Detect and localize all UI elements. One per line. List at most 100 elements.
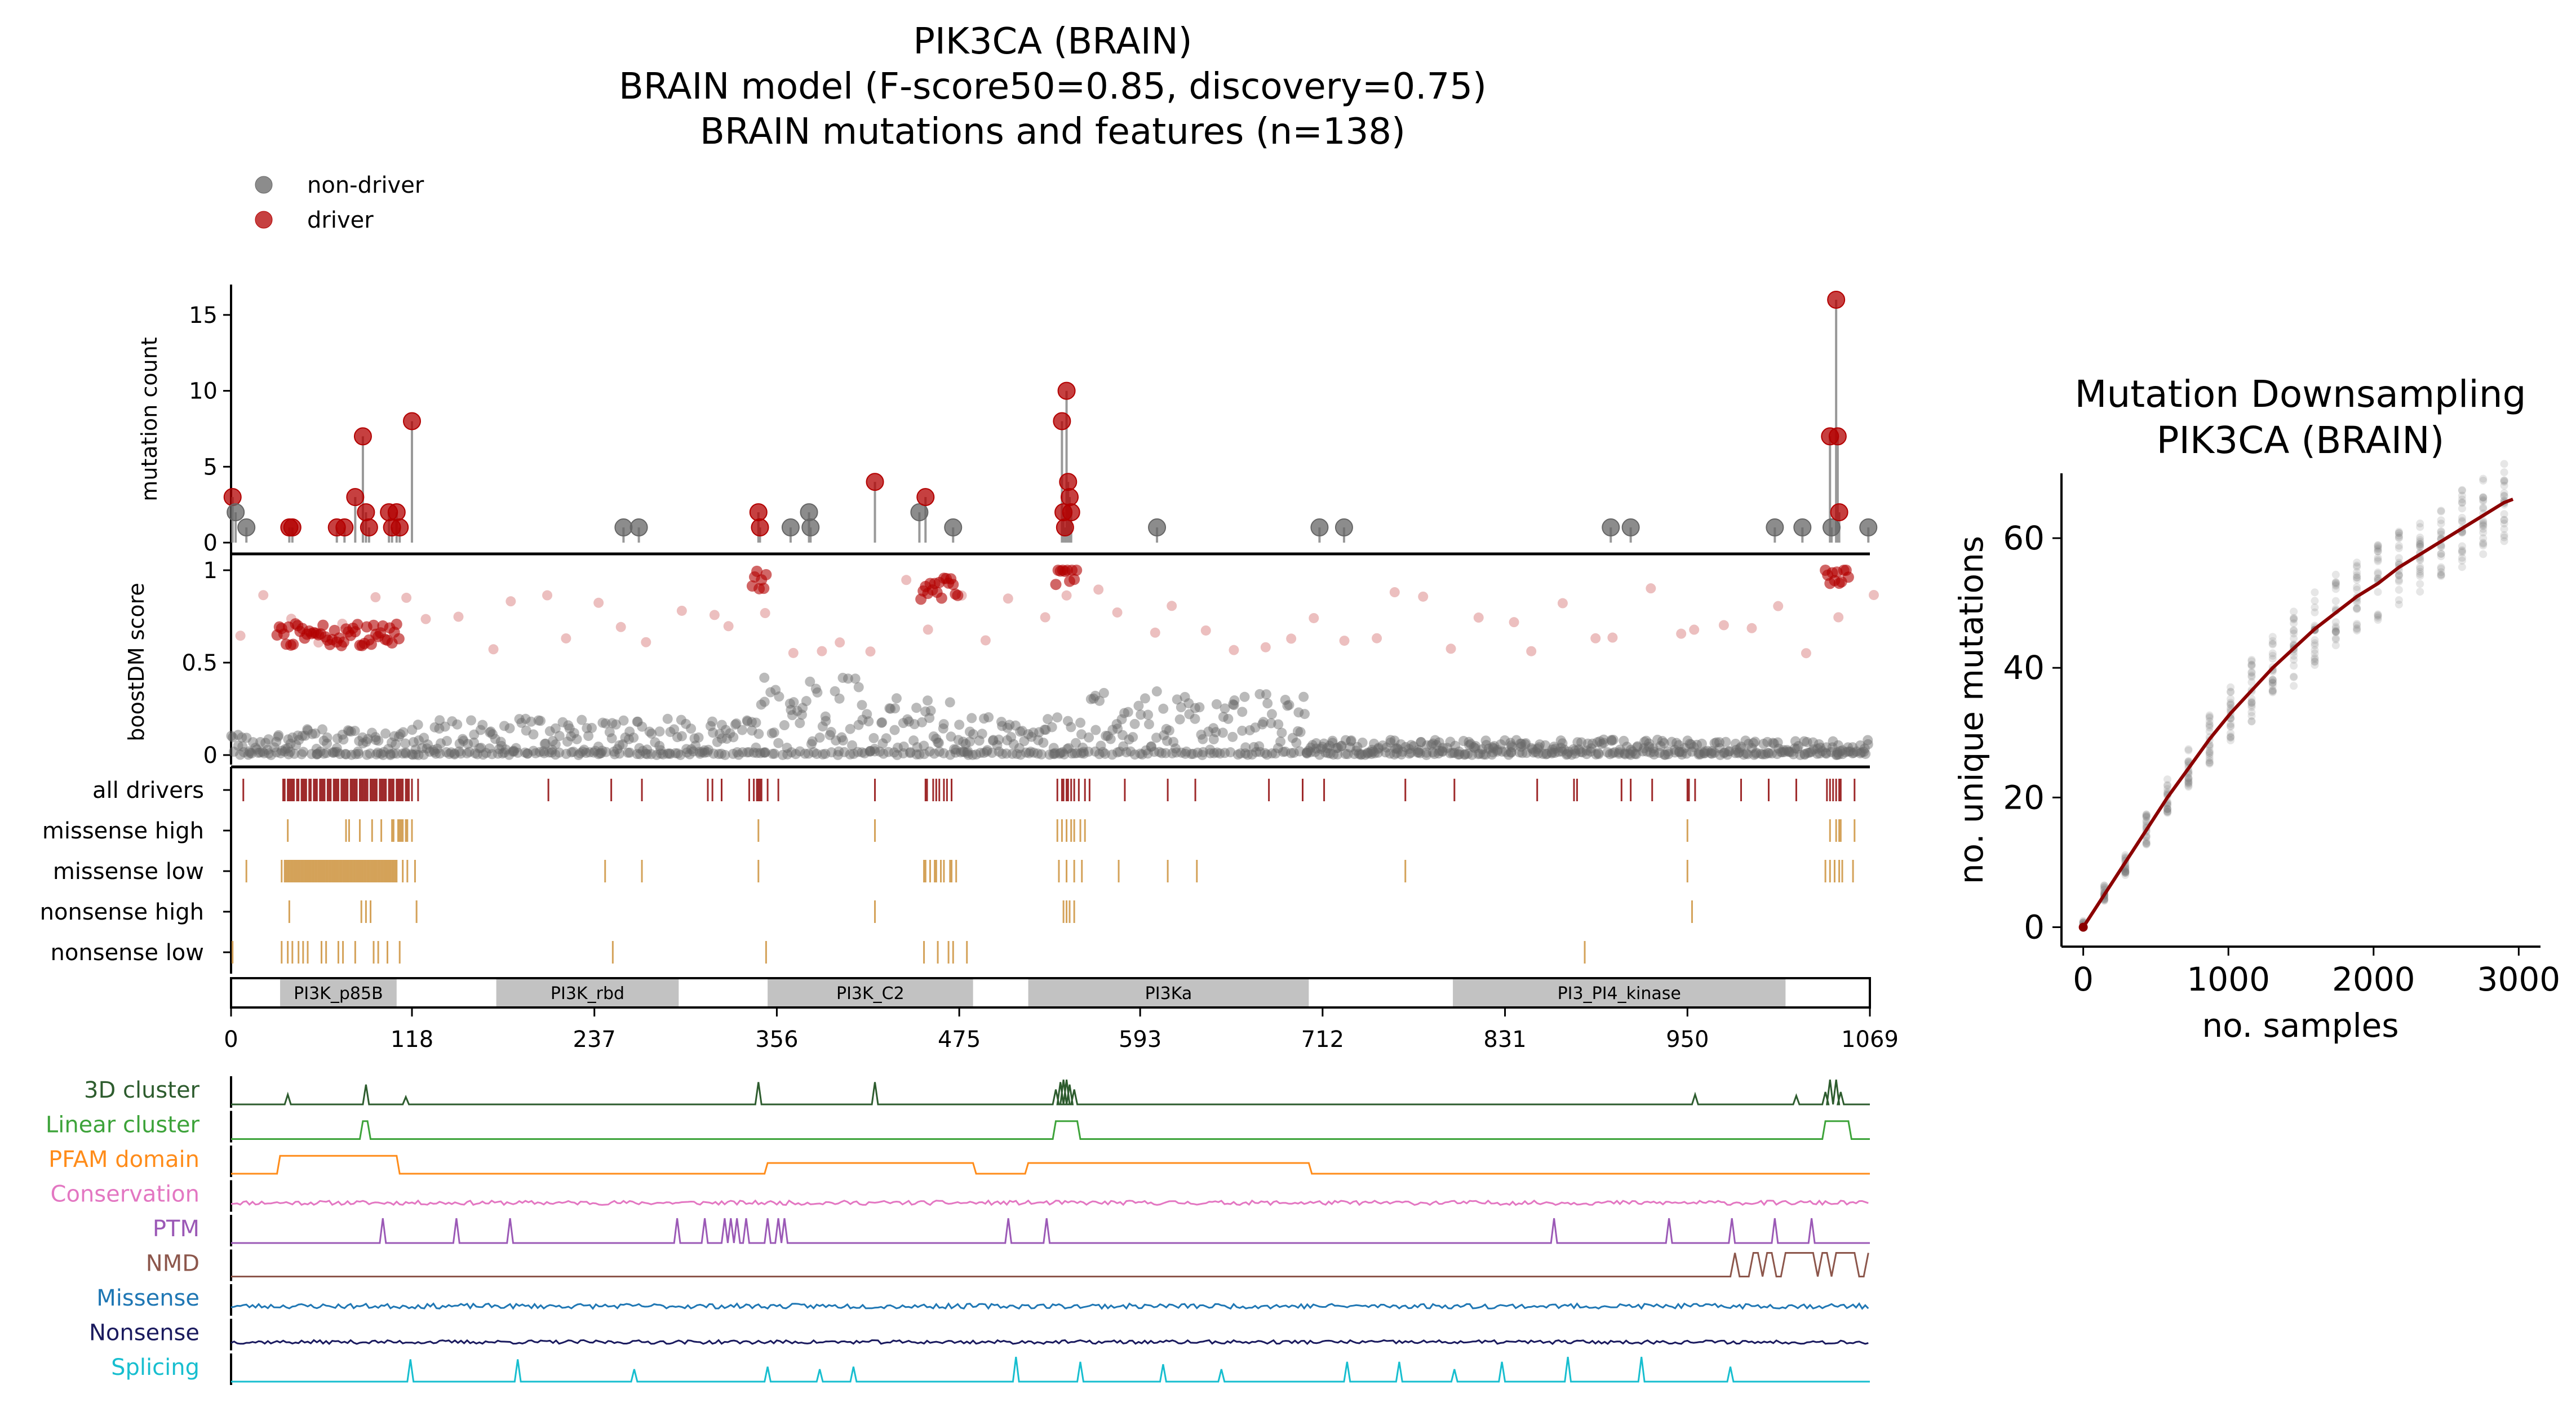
boostdm-point-777 <box>1406 747 1416 758</box>
boostdm-point-728 <box>1327 735 1338 746</box>
boostdm-point-194 <box>520 713 531 724</box>
track-label-3: nonsense high <box>40 899 204 925</box>
downsampling-point-369 <box>2416 539 2424 548</box>
boostdm-point-34 <box>277 745 287 756</box>
boostdm-point-296 <box>676 731 687 742</box>
boostdm-point-807 <box>1454 749 1465 760</box>
boostdm-point-549 <box>1059 749 1070 760</box>
boostdm-point-169 <box>485 727 495 738</box>
boostdm-point-347 <box>755 748 766 758</box>
boostdm-point-469 <box>938 723 948 734</box>
boostdm-point-481 <box>958 746 969 757</box>
boostdm-point-584 <box>1112 723 1123 734</box>
domain-x-tick-label-9: 1069 <box>1841 1027 1899 1053</box>
boostdm-point-201 <box>534 747 545 757</box>
boostdm-point-983 <box>1721 736 1731 747</box>
feature-label-8: Splicing <box>111 1355 199 1381</box>
boostdm-point-621 <box>1171 747 1182 758</box>
boostdm-point-996 <box>1743 749 1753 760</box>
boostdm-point-523 <box>1019 736 1030 747</box>
boostdm-point-426 <box>875 746 885 757</box>
lollipop-point-0 <box>223 488 242 507</box>
feature-line-0 <box>231 1079 1870 1106</box>
boostdm-point-565 <box>1084 732 1094 743</box>
boostdm-point-804 <box>1449 748 1460 758</box>
boostdm-point-95 <box>370 732 381 743</box>
downsampling-point-154 <box>2227 722 2235 731</box>
boostdm-point-738 <box>1349 749 1360 760</box>
boostdm-point-428 <box>876 717 887 728</box>
boostdm-point-590 <box>1119 708 1130 718</box>
boostdm-point-990 <box>1733 747 1744 758</box>
boostdm-point-129 <box>424 747 435 757</box>
boostdm-point-735 <box>1342 749 1353 760</box>
downsampling-point-240 <box>2290 627 2298 635</box>
boostdm-point-1097 <box>317 619 329 631</box>
boostdm-point-1217 <box>1372 633 1382 643</box>
boostdm-point-178 <box>496 740 507 751</box>
boostdm-point-634 <box>1190 713 1200 724</box>
boostdm-point-36 <box>283 749 294 760</box>
boostdm-point-1014 <box>1772 749 1783 760</box>
boostdm-point-727 <box>1327 738 1338 748</box>
boostdm-point-944 <box>1660 749 1671 760</box>
boostdm-point-82 <box>349 726 360 736</box>
boostdm-point-689 <box>1273 719 1284 730</box>
boostdm-point-877 <box>1557 738 1568 749</box>
boostdm-point-326 <box>720 725 731 735</box>
boostdm-point-1130 <box>393 633 405 645</box>
boostdm-point-384 <box>812 748 822 759</box>
downsampling-point-329 <box>2374 545 2382 553</box>
downsampling-point-408 <box>2458 495 2466 504</box>
boostdm-point-182 <box>500 744 511 755</box>
boostdm-point-225 <box>568 747 579 757</box>
boostdm-point-165 <box>478 749 489 760</box>
downsampling-point-396 <box>2458 556 2466 565</box>
boostdm-point-971 <box>1702 745 1713 756</box>
boostdm-point-579 <box>1107 749 1118 760</box>
boostdm-point-546 <box>1056 748 1066 758</box>
boostdm-point-6 <box>238 747 249 757</box>
boostdm-point-126 <box>418 749 429 760</box>
boostdm-point-21 <box>259 748 269 758</box>
downsampling-point-224 <box>2290 614 2298 623</box>
boostdm-point-704 <box>1293 707 1304 718</box>
boostdm-point-810 <box>1460 749 1470 760</box>
boostdm-point-598 <box>1136 709 1146 720</box>
boostdm-point-665 <box>1237 707 1248 717</box>
boostdm-point-724 <box>1325 748 1336 759</box>
downsampling-point-89 <box>2163 775 2172 784</box>
boostdm-point-1175 <box>1842 571 1854 583</box>
downsampling-point-209 <box>2268 676 2277 684</box>
boostdm-point-844 <box>1507 742 1518 752</box>
boostdm-point-398 <box>831 735 841 746</box>
downsampling-point-66 <box>2142 813 2151 821</box>
boostdm-point-243 <box>596 748 606 758</box>
boostdm-point-626 <box>1176 702 1186 713</box>
boostdm-point-1066 <box>1847 742 1858 753</box>
boostdm-point-800 <box>1437 745 1448 756</box>
boostdm-point-399 <box>833 746 844 757</box>
downsampling-point-194 <box>2247 695 2256 703</box>
downsampling-point-274 <box>2331 634 2340 642</box>
domain-x-tick-label-5: 593 <box>1119 1027 1161 1053</box>
boostdm-point-1008 <box>1762 747 1773 758</box>
downsampling-point-50 <box>2121 868 2130 877</box>
boostdm-point-936 <box>1649 749 1660 760</box>
boostdm-point-798 <box>1437 747 1448 757</box>
downsampling-point-326 <box>2374 557 2382 566</box>
boostdm-point-698 <box>1287 733 1298 743</box>
boostdm-point-498 <box>981 746 992 757</box>
boostdm-point-1052 <box>1828 736 1838 747</box>
boostdm-point-921 <box>1627 746 1638 757</box>
lollipop-point-37 <box>1602 518 1620 537</box>
boostdm-point-1062 <box>1843 746 1854 757</box>
boostdm-point-986 <box>1722 749 1733 760</box>
downsampling-point-351 <box>2395 585 2403 594</box>
domain-x-tick-label-2: 237 <box>573 1027 616 1053</box>
downsampling-point-184 <box>2247 673 2256 681</box>
boostdm-point-962 <box>1686 739 1696 750</box>
boostdm-point-599 <box>1133 700 1144 711</box>
boostdm-point-793 <box>1430 735 1440 745</box>
boostdm-point-760 <box>1377 740 1388 751</box>
